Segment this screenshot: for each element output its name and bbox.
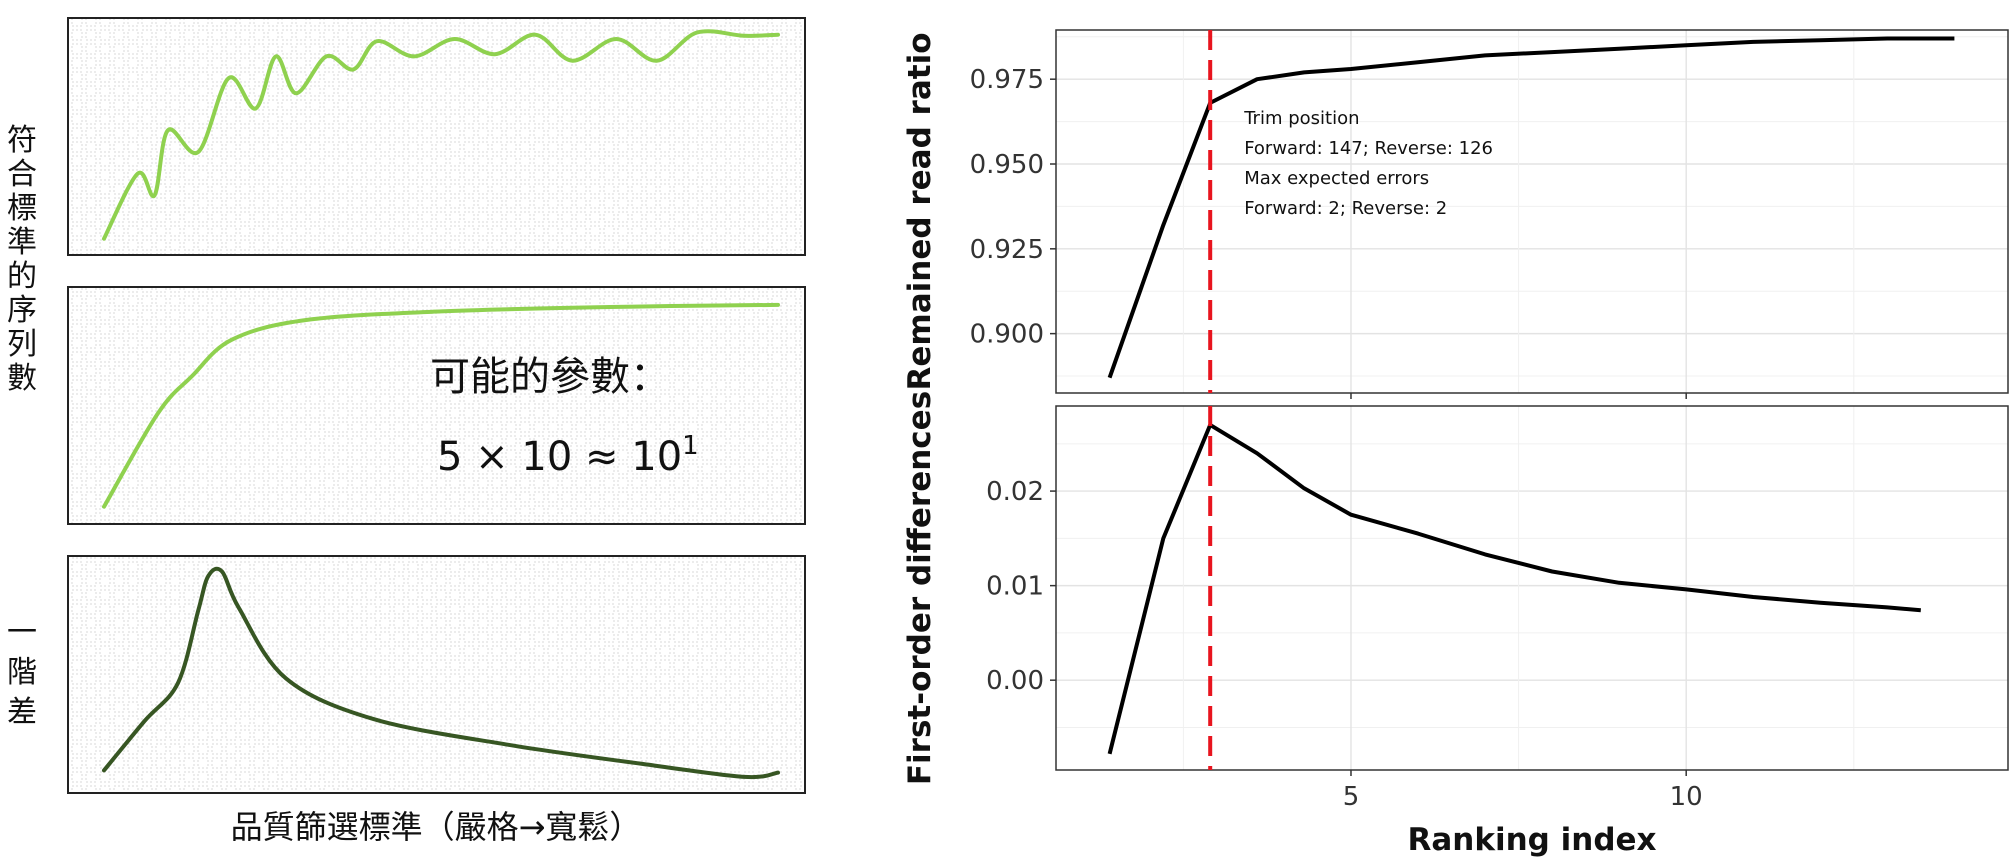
- left-panel-bottom: [67, 555, 806, 794]
- saturating-curve: [102, 302, 780, 509]
- annotation-line: Max expected errors: [1244, 168, 1429, 189]
- left-ylabel-char: 序: [7, 293, 37, 328]
- formula-value: 5 × 10 ≈ 101: [437, 431, 699, 480]
- series-line: [1107, 422, 1921, 755]
- series-line: [1107, 36, 1955, 379]
- left-panel-top: [67, 17, 806, 256]
- left-panel-middle: 可能的參數： 5 × 10 ≈ 101: [67, 286, 806, 525]
- y-tick-label: 0.950: [970, 150, 1044, 180]
- oscillating-curve: [102, 29, 780, 241]
- first-order-differences-chart: 0.00 0.01 0.02 5 10 First-order differences Ra…: [902, 391, 2009, 858]
- y-tick-label: 0.900: [970, 320, 1044, 350]
- plot-frame: [1055, 405, 2009, 771]
- left-ylabel-char: 數: [7, 361, 37, 396]
- left-ylabel-char: 差: [7, 695, 37, 730]
- x-tick-label: 10: [1670, 782, 1703, 812]
- y-axis-label: First-order differences: [902, 391, 938, 785]
- y-tick-label: 0.925: [970, 235, 1044, 265]
- left-ylabel-char: 一: [7, 615, 37, 650]
- y-tick-label: 0.01: [986, 572, 1044, 602]
- y-tick-label: 0.02: [986, 477, 1044, 507]
- x-tick-label: 5: [1343, 782, 1360, 812]
- left-ylabel-char: 階: [7, 655, 37, 690]
- y-axis-label: Remained read ratio: [902, 33, 938, 391]
- annotation-line: Trim position: [1243, 108, 1359, 129]
- left-ylabel-bottom: 一階差: [7, 615, 37, 730]
- formula-title: 可能的參數：: [430, 354, 670, 400]
- x-axis-label: Ranking index: [1407, 822, 1656, 858]
- annotation-line: Forward: 2; Reverse: 2: [1244, 198, 1447, 219]
- left-ylabel-char: 列: [7, 327, 37, 362]
- formula-exponent: 1: [682, 431, 699, 461]
- annotation-line: Forward: 147; Reverse: 126: [1244, 138, 1493, 159]
- left-ylabel-char: 準: [7, 225, 37, 260]
- y-tick-label: 0.975: [970, 65, 1044, 95]
- left-ylabel-char: 符: [7, 123, 37, 158]
- left-xlabel: 品質篩選標準（嚴格→寬鬆）: [231, 808, 642, 846]
- left-ylabel-char: 合: [7, 157, 37, 192]
- first-difference-curve: [102, 566, 780, 780]
- left-ylabel-char: 的: [7, 259, 37, 294]
- left-ylabel-char: 標: [7, 191, 37, 226]
- remained-read-ratio-chart: 0.900 0.925 0.950 0.975 Remained read ratio T…: [902, 29, 2009, 399]
- plot-frame: [1055, 29, 2009, 394]
- y-tick-label: 0.00: [986, 666, 1044, 696]
